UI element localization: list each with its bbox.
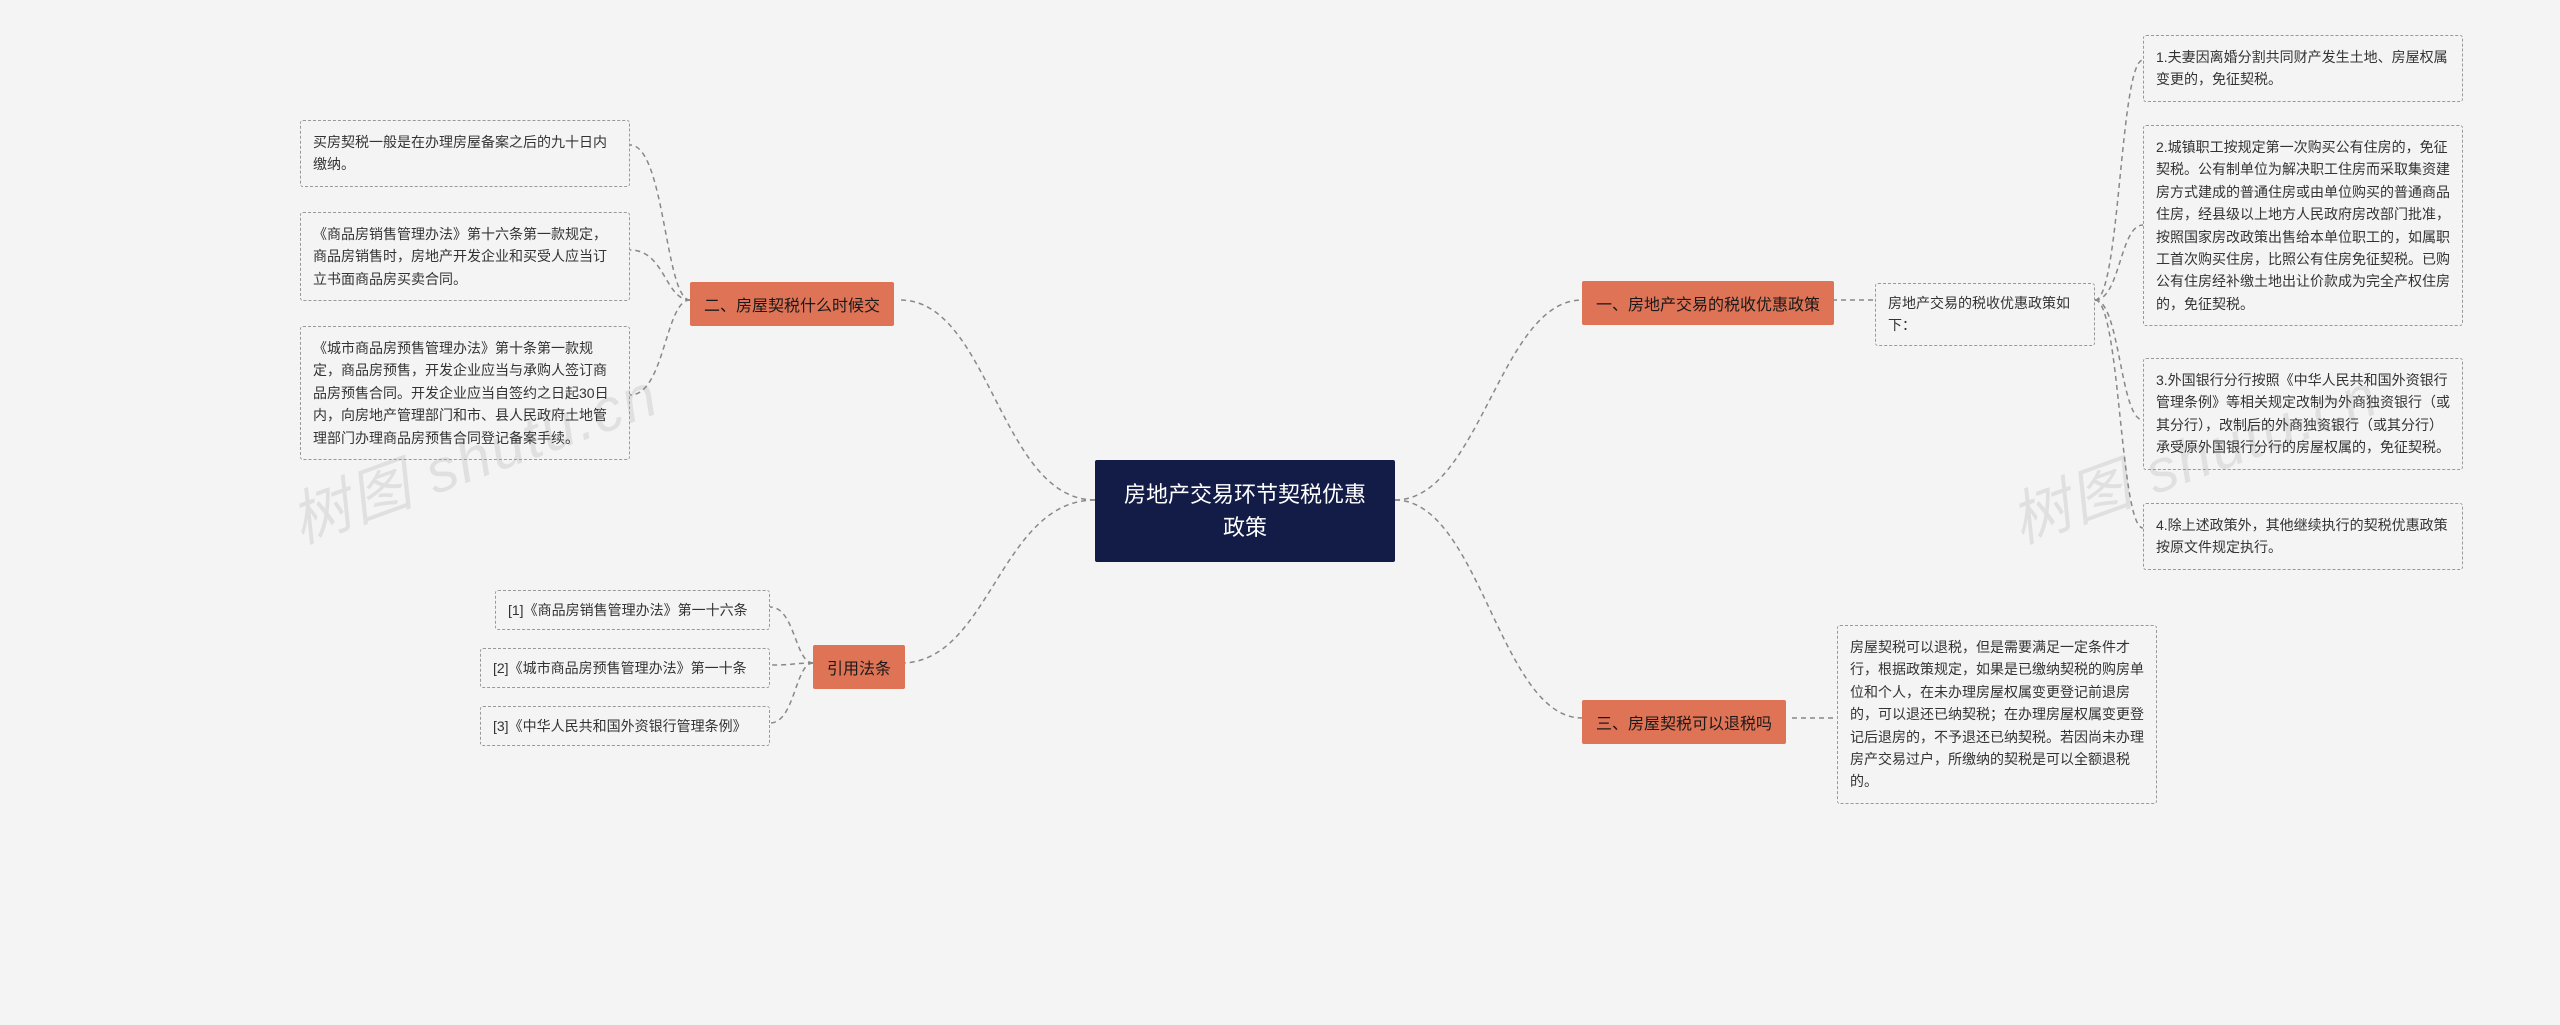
branch1-mid-note: 房地产交易的税收优惠政策如下： (1875, 283, 2095, 346)
leaf-node: 《商品房销售管理办法》第十六条第一款规定，商品房销售时，房地产开发企业和买受人应… (300, 212, 630, 301)
leaf-node: 2.城镇职工按规定第一次购买公有住房的，免征契税。公有制单位为解决职工住房而采取… (2143, 125, 2463, 326)
mindmap-root[interactable]: 房地产交易环节契税优惠政策 (1095, 460, 1395, 562)
leaf-node: [3]《中华人民共和国外资银行管理条例》 (480, 706, 770, 746)
leaf-node: 买房契税一般是在办理房屋备案之后的九十日内缴纳。 (300, 120, 630, 187)
leaf-node: [1]《商品房销售管理办法》第一十六条 (495, 590, 770, 630)
branch-citations[interactable]: 引用法条 (813, 645, 905, 689)
leaf-node: 《城市商品房预售管理办法》第十条第一款规定，商品房预售，开发企业应当与承购人签订… (300, 326, 630, 460)
leaf-node: 1.夫妻因离婚分割共同财产发生土地、房屋权属变更的，免征契税。 (2143, 35, 2463, 102)
leaf-node: 3.外国银行分行按照《中华人民共和国外资银行管理条例》等相关规定改制为外商独资银… (2143, 358, 2463, 470)
branch-tax-preference[interactable]: 一、房地产交易的税收优惠政策 (1582, 281, 1834, 325)
branch-when-pay[interactable]: 二、房屋契税什么时候交 (690, 282, 894, 326)
leaf-node: 4.除上述政策外，其他继续执行的契税优惠政策按原文件规定执行。 (2143, 503, 2463, 570)
branch-tax-refund[interactable]: 三、房屋契税可以退税吗 (1582, 700, 1786, 744)
leaf-node: [2]《城市商品房预售管理办法》第一十条 (480, 648, 770, 688)
leaf-node: 房屋契税可以退税，但是需要满足一定条件才行，根据政策规定，如果是已缴纳契税的购房… (1837, 625, 2157, 804)
